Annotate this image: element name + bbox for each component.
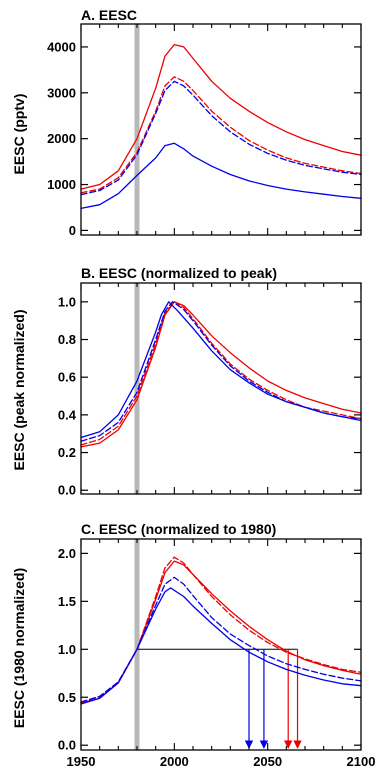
panel-1-series-line-0 xyxy=(80,301,362,448)
panel-0-series-line-1 xyxy=(80,76,362,194)
panel-0-ytick-label-0: 0 xyxy=(69,223,76,238)
panel-0-frame xyxy=(80,23,362,236)
panel-b: B. EESC (normalized to peak) EESC (peak … xyxy=(11,265,362,498)
panel-a-title: A. EESC xyxy=(81,7,137,23)
panel-2-ytick-label-2: 1.0 xyxy=(58,642,76,657)
panel-2-frame xyxy=(80,538,362,751)
panel-2-ytick-label-4: 2.0 xyxy=(58,546,76,561)
panel-0-year-highlight xyxy=(134,24,140,235)
panel-2-xtick-label-0: 1950 xyxy=(67,754,96,769)
panel-a-ylabel: EESC (pptv) xyxy=(11,94,27,175)
panel-0-series-line-0 xyxy=(80,43,362,190)
panel-0-ytick-label-3: 3000 xyxy=(47,85,76,100)
panel-2-ytick-label-0: 0.0 xyxy=(58,738,76,753)
panel-2-series-line-0 xyxy=(80,556,362,704)
panel-c-title: C. EESC (normalized to 1980) xyxy=(81,521,276,537)
panel-2-year-highlight xyxy=(134,539,140,750)
panel-1-series-line-3 xyxy=(80,301,362,439)
panel-1-ytick-label-5: 1.0 xyxy=(58,294,76,309)
panel-0-series-line-2 xyxy=(80,80,362,196)
panel-1-frame xyxy=(80,282,362,495)
panel-0-ytick-label-1: 1000 xyxy=(47,177,76,192)
panel-2-ytick-label-3: 1.5 xyxy=(58,594,76,609)
panel-2-ytick-label-1: 0.5 xyxy=(58,690,76,705)
panel-a: A. EESC EESC (pptv) 0 1000 2000 3000 4000 xyxy=(11,7,362,238)
panel-1-ytick-label-1: 0.2 xyxy=(58,445,76,460)
panel-c: C. EESC (normalized to 1980) EESC (1980 … xyxy=(11,521,375,769)
panel-2-series-line-3 xyxy=(80,587,362,705)
panel-1-year-highlight xyxy=(134,283,140,494)
panel-2-xtick-label-1: 2000 xyxy=(160,754,189,769)
panel-0-ytick-label-4: 4000 xyxy=(47,39,76,54)
panel-1-ytick-label-2: 0.4 xyxy=(58,407,77,422)
panel-c-ylabel: EESC (1980 normalized) xyxy=(11,568,27,728)
panel-0-ytick-label-2: 2000 xyxy=(47,131,76,146)
panel-1-ytick-label-4: 0.8 xyxy=(58,332,76,347)
panel-2-xtick-label-2: 2050 xyxy=(253,754,282,769)
panel-1-series-line-2 xyxy=(80,301,362,442)
panel-1-ytick-label-0: 0.0 xyxy=(58,483,76,498)
panel-0-series-line-3 xyxy=(80,142,362,210)
panel-2-series-line-2 xyxy=(80,576,362,703)
panel-1-ytick-label-3: 0.6 xyxy=(58,370,76,385)
panel-b-title: B. EESC (normalized to peak) xyxy=(81,265,277,281)
panel-b-ylabel: EESC (peak normalized) xyxy=(11,309,27,470)
panel-2-xtick-label-3: 2100 xyxy=(347,754,376,769)
